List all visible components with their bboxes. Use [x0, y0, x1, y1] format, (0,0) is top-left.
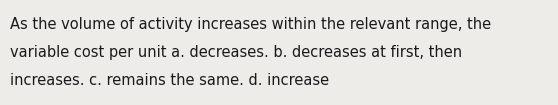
- Text: variable cost per unit a. decreases. b. decreases at first, then: variable cost per unit a. decreases. b. …: [10, 45, 462, 60]
- Text: As the volume of activity increases within the relevant range, the: As the volume of activity increases with…: [10, 17, 491, 32]
- Text: increases. c. remains the same. d. increase: increases. c. remains the same. d. incre…: [10, 73, 329, 88]
